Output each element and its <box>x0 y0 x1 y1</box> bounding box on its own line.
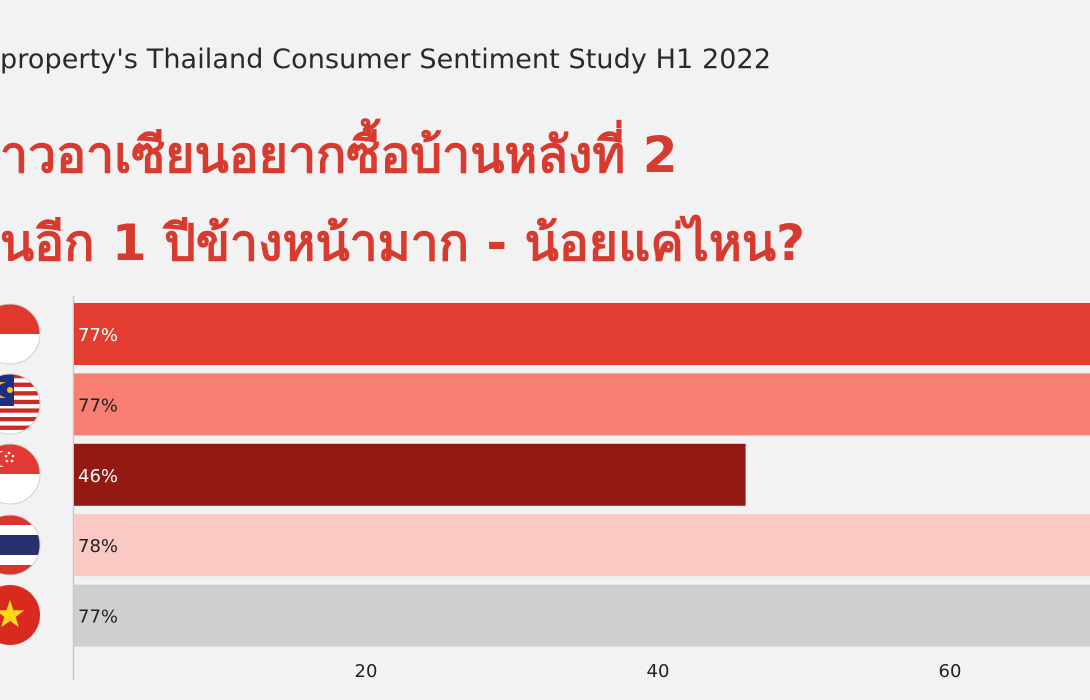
bar-vietnam <box>74 584 1090 647</box>
x-tick-label: 60 <box>939 661 962 682</box>
bar-indonesia <box>74 303 1090 365</box>
thailand-flag-icon <box>0 514 41 576</box>
bar-label-thailand: 78% <box>78 536 118 557</box>
malaysia-flag-icon <box>0 373 41 435</box>
bar-label-malaysia: 77% <box>78 395 118 416</box>
headline-line-2: นอีก 1 ปีข้างหน้ามาก - น้อยแค่ไหน? <box>0 214 806 272</box>
bar-malaysia <box>74 373 1090 436</box>
x-tick-label: 40 <box>647 661 670 682</box>
x-tick-label: 20 <box>355 661 378 682</box>
bar-label-vietnam: 77% <box>78 607 118 628</box>
bar-singapore <box>74 443 746 506</box>
singapore-flag-icon <box>0 443 41 505</box>
bar-label-indonesia: 77% <box>78 325 118 346</box>
bar-thailand <box>74 514 1090 577</box>
indonesia-flag-icon <box>0 303 41 365</box>
bar-label-singapore: 46% <box>78 466 118 487</box>
vietnam-flag-icon <box>0 585 40 645</box>
study-subtitle: property's Thailand Consumer Sentiment S… <box>0 44 772 75</box>
headline-line-1: าวอาเซียนอยากซื้อบ้านหลังที่ 2 <box>0 126 678 184</box>
